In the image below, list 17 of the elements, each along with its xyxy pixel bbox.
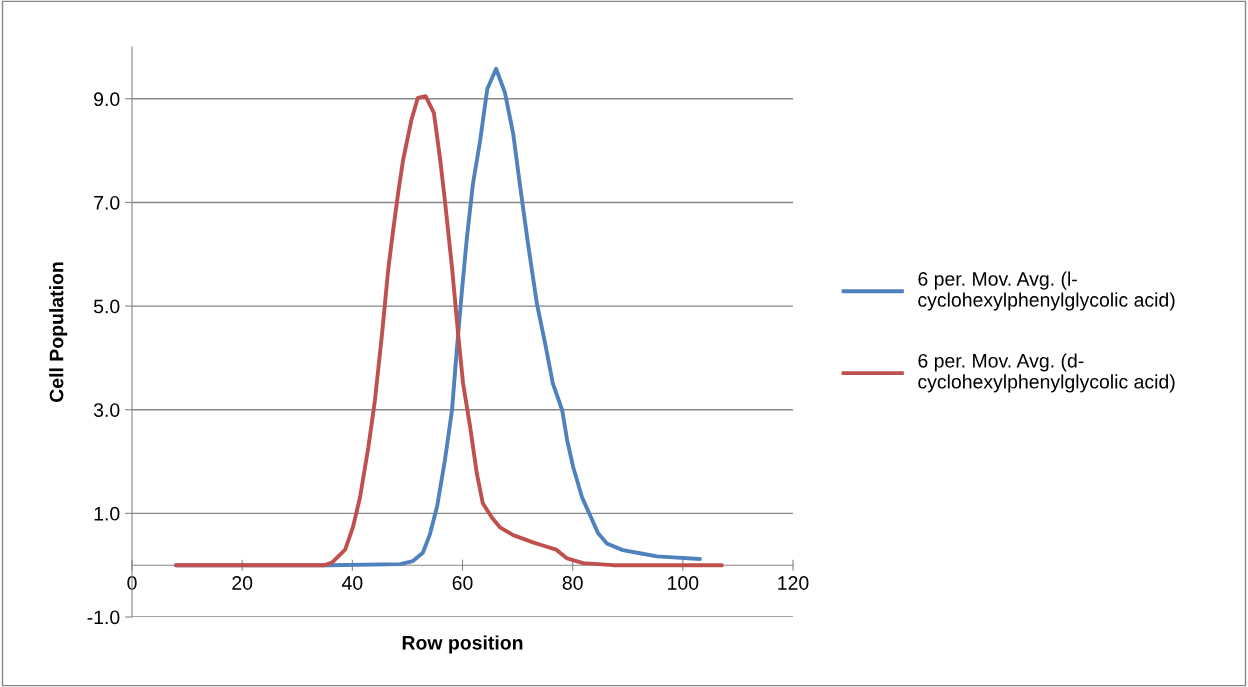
y-tick-label: 3.0	[93, 403, 120, 417]
y-axis-title: Cell Population	[49, 262, 68, 402]
x-tick-label: 20	[232, 576, 253, 590]
x-tick-label: 100	[668, 576, 699, 590]
x-tick-label: 120	[778, 576, 809, 590]
legend-label: 6 per. Mov. Avg. (d- cyclohexylphenylglycolic acid)	[918, 353, 1175, 393]
x-tick-label: 40	[341, 576, 363, 590]
x-tick-label: 80	[562, 576, 583, 590]
y-tick-label: 7.0	[94, 195, 120, 210]
y-tick-label: 9.0	[94, 92, 120, 107]
y-tick-label: 5.0	[93, 299, 120, 314]
y-tick-label: -1.0	[87, 610, 120, 625]
x-tick-label: 60	[452, 576, 473, 590]
x-axis-title: Row position	[402, 635, 523, 654]
y-tick-label: 1.0	[94, 506, 120, 521]
x-tick-label: 0	[127, 576, 137, 590]
legend-label: 6 per. Mov. Avg. (l- cyclohexylphenylglycolic acid)	[918, 271, 1175, 311]
